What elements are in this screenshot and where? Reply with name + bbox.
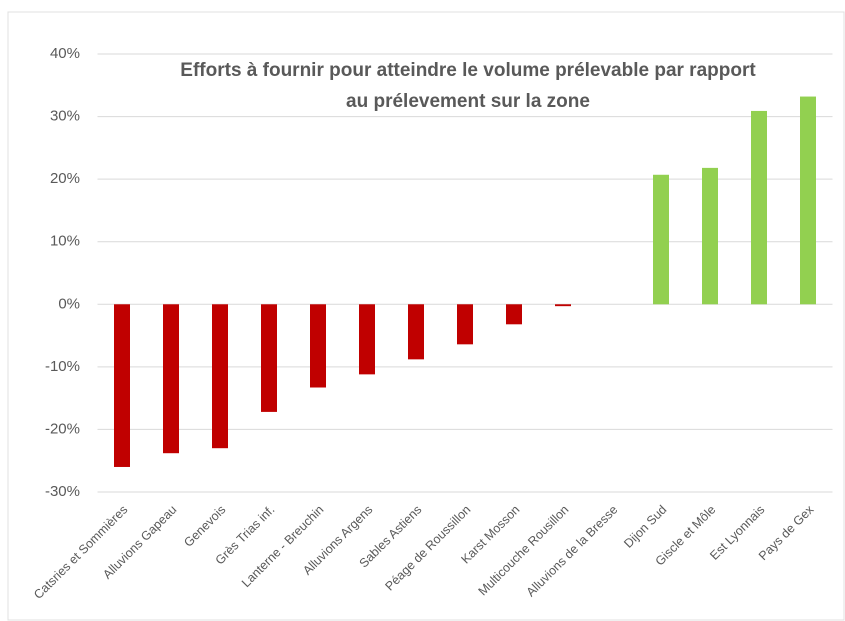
x-tick-label: Alluvions de la Bresse: [524, 503, 621, 600]
bar: [555, 304, 571, 307]
bar: [261, 304, 277, 412]
x-tick-label: Lanterne - Breuchin: [239, 503, 327, 591]
y-tick-label: 20%: [50, 170, 80, 187]
bar: [800, 96, 816, 305]
x-tick-label: Péage de Roussillon: [382, 503, 473, 594]
bar: [359, 304, 375, 375]
y-tick-label: 30%: [50, 108, 80, 125]
chart-title: au prélevement sur la zone: [346, 91, 590, 112]
bar: [163, 304, 179, 454]
grid: [97, 53, 833, 493]
y-tick-label: 40%: [50, 45, 80, 62]
bar: [212, 304, 228, 449]
bar: [114, 304, 130, 467]
y-tick-label: 0%: [58, 295, 80, 312]
y-tick-label: -30%: [45, 483, 80, 500]
bar: [408, 304, 424, 360]
x-tick-label: Dijon Sud: [621, 503, 669, 551]
bar: [506, 304, 522, 325]
chart-title: Efforts à fournir pour atteindre le volu…: [180, 60, 756, 81]
bar: [310, 304, 326, 388]
bar: [751, 110, 767, 305]
x-tick-label: Catsries et Sommières: [31, 503, 130, 602]
y-tick-label: -10%: [45, 358, 80, 375]
bar: [702, 167, 718, 305]
x-tick-label: Multicouche Rousillon: [476, 503, 572, 599]
x-tick-label: Genevois: [181, 503, 228, 550]
bar: [653, 174, 669, 305]
y-tick-label: 10%: [50, 233, 80, 250]
bar: [457, 304, 473, 345]
chart-frame: [7, 11, 845, 621]
y-tick-label: -20%: [45, 420, 80, 437]
